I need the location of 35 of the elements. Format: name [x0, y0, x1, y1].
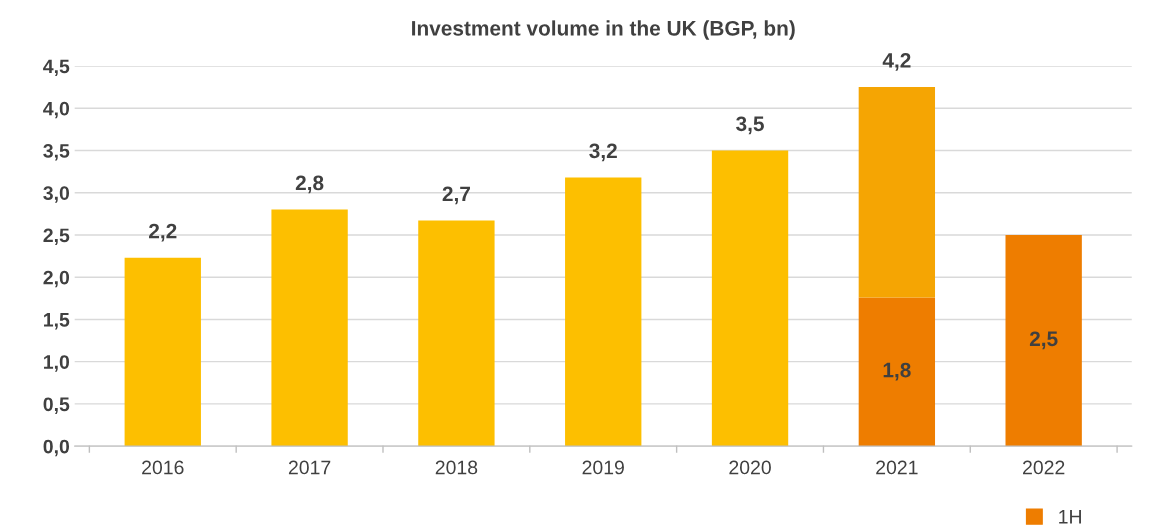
bar [858, 297, 936, 447]
total-label: 4,2 [882, 53, 911, 71]
y-tick-label: 0,5 [43, 397, 70, 414]
y-tick-label: 2,0 [43, 270, 70, 288]
bar [124, 257, 201, 447]
bar [565, 177, 642, 447]
total-label: 2,7 [442, 186, 470, 205]
y-tick-label: 3,5 [43, 143, 70, 161]
bar [858, 87, 936, 298]
data-label: 2,5 [1029, 331, 1058, 350]
bar [271, 209, 348, 447]
x-tick-label: 2017 [288, 460, 331, 475]
total-label: 3,5 [736, 116, 764, 135]
total-label: 2,2 [149, 223, 177, 242]
x-tick-label: 2020 [729, 460, 771, 475]
total-label: 3,2 [589, 143, 617, 162]
y-tick-label: 4,0 [43, 101, 70, 119]
y-tick-label: 1,5 [44, 313, 70, 330]
x-tick-label: 2018 [435, 460, 478, 475]
bar [418, 220, 495, 447]
chart-title: Investment volume in the UK (BGP, bn) [412, 20, 795, 40]
data-label: 1,8 [883, 362, 911, 381]
legend-label: 1H [1059, 510, 1081, 524]
x-tick-label: 2021 [876, 460, 918, 475]
y-tick-label: 0,0 [43, 439, 70, 457]
y-tick-label: 3,0 [43, 186, 70, 203]
x-tick-label: 2022 [1023, 460, 1065, 475]
x-tick-label: 2019 [582, 460, 624, 475]
y-tick-label: 2,5 [43, 228, 70, 246]
y-tick-label: 4,5 [43, 59, 70, 77]
bar [711, 150, 789, 447]
x-tick-label: 2016 [142, 460, 184, 475]
y-tick-label: 1,0 [44, 355, 70, 372]
total-label: 2,8 [295, 175, 324, 194]
bar [1005, 234, 1082, 447]
